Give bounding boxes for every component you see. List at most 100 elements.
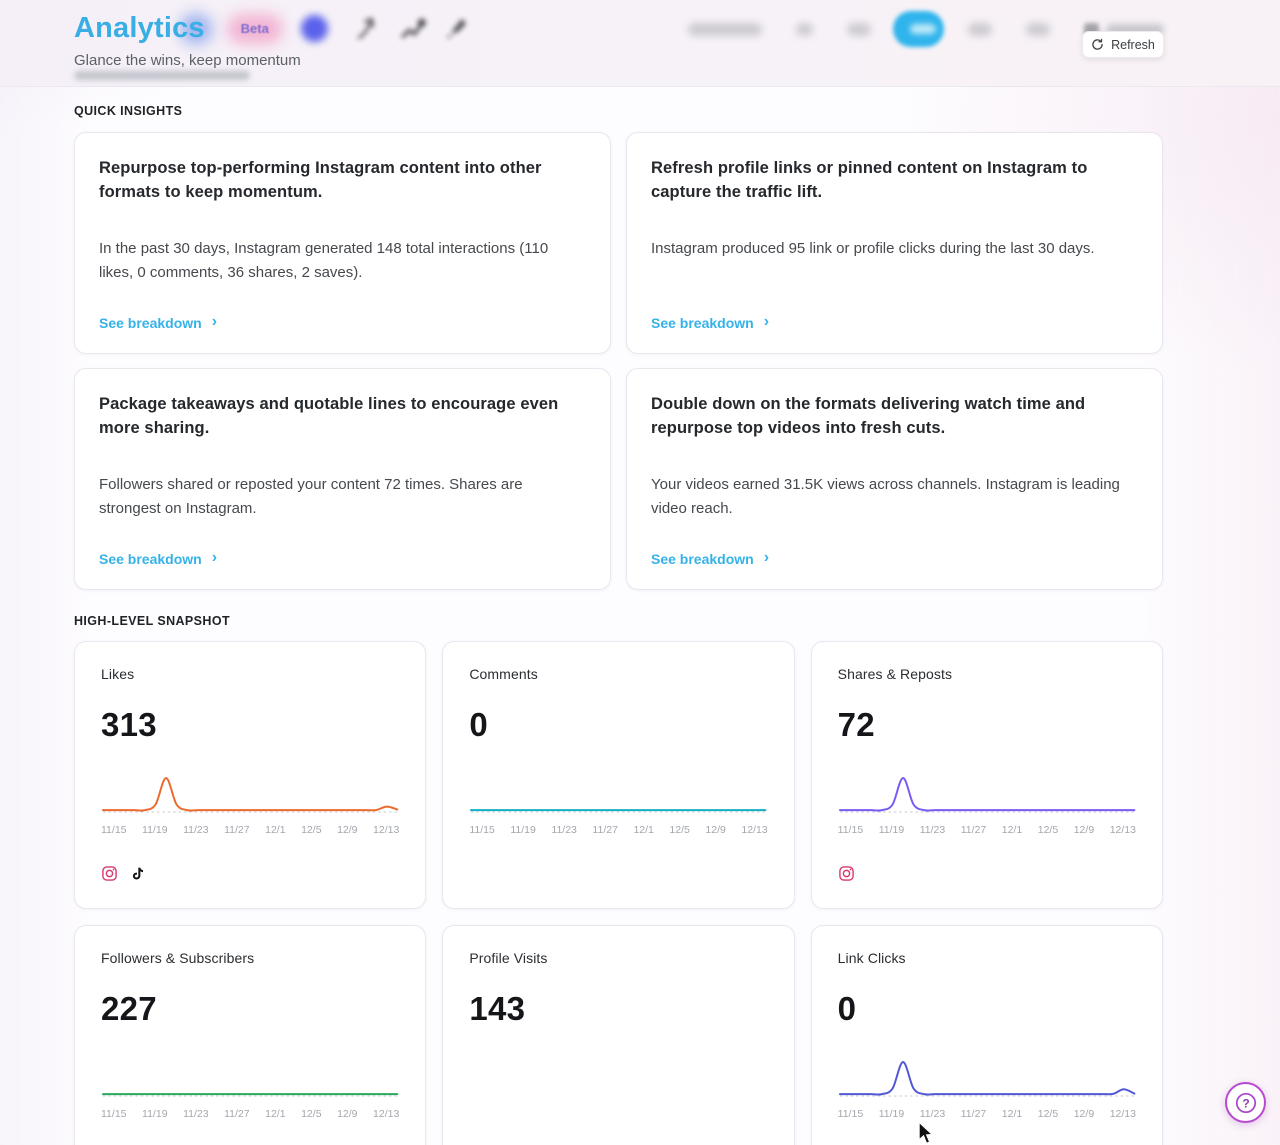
platform-icons xyxy=(101,865,399,884)
x-tick-label: 12/1 xyxy=(1001,824,1023,836)
refresh-label: Refresh xyxy=(1111,37,1155,52)
x-axis-ticks: 11/15 11/19 11/23 11/27 12/1 12/5 12/9 12/13 xyxy=(469,824,767,836)
x-tick-label: 11/19 xyxy=(878,1108,905,1120)
x-tick-label: 11/15 xyxy=(837,1108,864,1120)
x-tick-label: 11/19 xyxy=(510,824,536,836)
x-tick-label: 11/19 xyxy=(142,1108,168,1120)
refresh-icon xyxy=(1092,38,1103,50)
arrow-doodle-icon xyxy=(357,16,374,39)
nav-item-blurred-1[interactable] xyxy=(688,22,762,36)
nav-item-blurred-4[interactable] xyxy=(968,22,993,36)
x-tick-label: 12/5 xyxy=(1037,1108,1059,1120)
x-tick-label: 12/9 xyxy=(1073,1108,1095,1120)
snapshot-grid: Likes 313 11/15 11/19 11/23 11/27 12/1 12/5 12… xyxy=(74,641,1163,1145)
x-tick-label: 11/19 xyxy=(142,824,168,836)
see-breakdown-link[interactable]: See breakdown › xyxy=(99,293,218,332)
see-breakdown-label: See breakdown xyxy=(99,315,202,331)
see-breakdown-label: See breakdown xyxy=(651,551,754,567)
x-tick-label: 12/13 xyxy=(741,824,768,836)
insight-card-package-takeaways: Package takeaways and quotable lines to … xyxy=(74,368,611,590)
x-tick-label: 12/13 xyxy=(373,824,400,836)
chart-doodle-icon xyxy=(401,18,426,38)
insight-card-repurpose: Repurpose top-performing Instagram conte… xyxy=(74,132,611,354)
chevron-right-icon: › xyxy=(211,549,218,566)
refresh-button[interactable]: Refresh xyxy=(1082,31,1164,58)
metric-value: 313 xyxy=(101,706,157,743)
title-row: Analytics Beta xyxy=(74,12,472,45)
blurred-blue-avatar xyxy=(300,15,328,42)
nav-item-active-range[interactable] xyxy=(892,11,945,47)
x-axis-ticks: 11/15 11/19 11/23 11/27 12/1 12/5 12/9 12/13 xyxy=(101,824,399,836)
sparkline-chart xyxy=(838,1058,1136,1104)
x-tick-label: 12/1 xyxy=(265,824,286,836)
x-tick-label: 11/23 xyxy=(919,1108,946,1120)
quick-insights-heading: QUICK INSIGHTS xyxy=(74,104,183,118)
x-tick-label: 12/13 xyxy=(1109,1108,1136,1120)
x-tick-label: 12/5 xyxy=(301,1108,322,1120)
see-breakdown-link[interactable]: See breakdown › xyxy=(651,293,769,332)
sparkline-chart xyxy=(101,774,399,820)
metric-title: Followers & Subscribers xyxy=(101,950,255,966)
metric-card-link-clicks: Link Clicks 0 11/15 11/19 11/23 11/27 12/1 12… xyxy=(810,925,1163,1145)
blurred-blob xyxy=(178,12,213,45)
nav-item-blurred-3[interactable] xyxy=(846,22,871,36)
metric-card-likes: Likes 313 11/15 11/19 11/23 11/27 12/1 12/5 12… xyxy=(74,641,427,909)
x-tick-label: 12/13 xyxy=(373,1108,400,1120)
x-tick-label: 11/27 xyxy=(224,1108,250,1120)
question-mark-icon: ? xyxy=(1235,1092,1256,1113)
see-breakdown-link[interactable]: See breakdown › xyxy=(651,529,770,568)
metric-card-followers-subscribers: Followers & Subscribers 227 11/15 11/19 11… xyxy=(74,925,427,1145)
x-axis-ticks: 11/15 11/19 11/23 11/27 12/1 12/5 12/9 12/13 xyxy=(838,1108,1136,1120)
sparkline-chart xyxy=(838,774,1136,820)
x-tick-label: 12/1 xyxy=(265,1108,286,1120)
chevron-right-icon: › xyxy=(211,313,218,330)
custom-label-blurred xyxy=(1106,23,1164,35)
tiktok-icon xyxy=(132,867,143,880)
insight-card-refresh-links: Refresh profile links or pinned content … xyxy=(626,132,1163,354)
x-tick-label: 11/15 xyxy=(101,824,127,836)
nav-item-blurred-2[interactable] xyxy=(795,22,813,36)
see-breakdown-label: See breakdown xyxy=(99,551,202,567)
metric-card-profile-visits: Profile Visits 143 xyxy=(442,925,795,1145)
insight-title: Double down on the formats delivering wa… xyxy=(651,395,1086,437)
platform-icons xyxy=(469,882,767,884)
x-tick-label: 12/9 xyxy=(705,824,726,836)
see-breakdown-link[interactable]: See breakdown › xyxy=(99,529,218,568)
x-tick-label: 11/23 xyxy=(919,824,946,836)
x-axis-ticks: 11/15 11/19 11/23 11/27 12/1 12/5 12/9 12/13 xyxy=(101,1108,399,1120)
x-tick-label: 11/23 xyxy=(183,1108,209,1120)
help-button[interactable]: ? xyxy=(1225,1082,1266,1123)
metric-card-shares-reposts: Shares & Reposts 72 11/15 11/19 11/23 11/27… xyxy=(810,641,1163,909)
quick-insights-grid: Repurpose top-performing Instagram conte… xyxy=(74,132,1163,590)
sparkline-chart xyxy=(101,1058,399,1104)
insight-title: Refresh profile links or pinned content … xyxy=(651,159,1088,201)
x-tick-label: 11/27 xyxy=(960,1108,987,1120)
insight-title: Repurpose top-performing Instagram conte… xyxy=(99,159,542,201)
x-tick-label: 11/19 xyxy=(878,824,905,836)
nav-item-blurred-5[interactable] xyxy=(1026,22,1050,36)
x-tick-label: 12/5 xyxy=(301,824,322,836)
snapshot-heading: HIGH-LEVEL SNAPSHOT xyxy=(74,614,230,628)
metric-value: 0 xyxy=(469,706,488,743)
page-title: Analytics xyxy=(74,12,205,44)
x-tick-label: 11/23 xyxy=(183,824,209,836)
insight-body: In the past 30 days, Instagram generated… xyxy=(99,239,549,281)
x-tick-label: 11/27 xyxy=(960,824,987,836)
sparkline-chart xyxy=(469,1058,767,1104)
instagram-icon xyxy=(102,866,117,881)
insight-card-double-down: Double down on the formats delivering wa… xyxy=(626,368,1163,590)
chevron-right-icon: › xyxy=(763,549,770,566)
updated-timestamp-redacted xyxy=(74,71,250,80)
top-bar: Analytics Beta Glance the wins, keep mom… xyxy=(0,0,1280,87)
rocket-doodle-icon xyxy=(446,19,466,39)
instagram-icon xyxy=(838,866,854,881)
metric-title: Comments xyxy=(469,666,538,682)
x-tick-label: 12/9 xyxy=(337,824,358,836)
x-tick-label: 12/1 xyxy=(1001,1108,1023,1120)
x-tick-label: 12/5 xyxy=(1037,824,1059,836)
range-selector-nav xyxy=(688,11,1164,47)
x-tick-label: 12/9 xyxy=(1073,824,1095,836)
header-doodle-icons xyxy=(354,14,472,44)
metric-card-comments: Comments 0 11/15 11/19 11/23 11/27 12/1 12/5 1… xyxy=(442,641,795,909)
metric-value: 143 xyxy=(469,990,526,1027)
